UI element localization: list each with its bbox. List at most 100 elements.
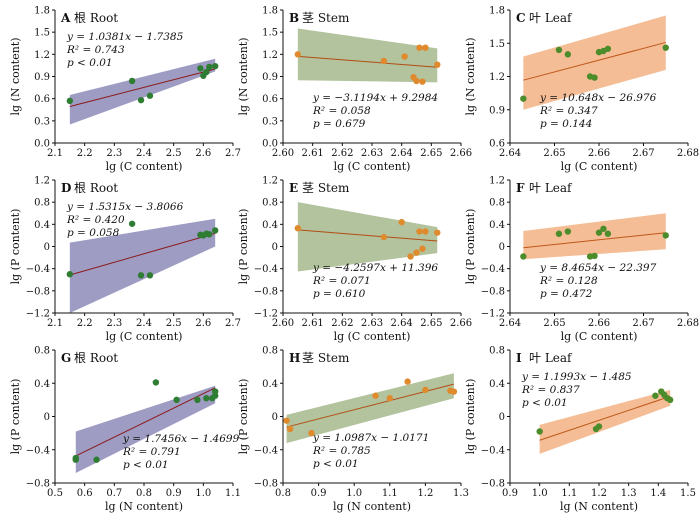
x-tick-label: 2.66 <box>450 318 472 329</box>
p-value: p = 0.058 <box>67 227 120 239</box>
data-point-a-7 <box>203 68 210 76</box>
data-point-c-2 <box>555 46 563 54</box>
y-tick-label: 0.4 <box>262 220 278 231</box>
y-tick-label: 0.6 <box>34 94 50 105</box>
y-tick-label: 0 <box>272 412 278 423</box>
x-tick-label: 0.9 <box>502 488 518 499</box>
confidence-band-b <box>297 28 438 83</box>
r-squared: R² = 0.071 <box>312 275 371 287</box>
data-point-h-2 <box>286 425 294 433</box>
data-point-a-8 <box>206 63 213 71</box>
x-tick-label: 2.66 <box>588 318 610 329</box>
y-tick-label: 0.8 <box>34 346 50 357</box>
x-tick-label: 2.66 <box>588 148 610 159</box>
panel-title: 根 Root <box>74 11 118 25</box>
p-value: p = 0.610 <box>313 288 366 300</box>
y-tick-label: 1.2 <box>34 176 50 187</box>
x-axis-label: lg (N content) <box>333 500 411 513</box>
panel-letter: F <box>516 181 525 195</box>
x-tick-label: 2.61 <box>302 318 324 329</box>
p-value: p < 0.01 <box>67 57 113 69</box>
confidence-band-i <box>539 389 671 454</box>
x-tick-label: 2.65 <box>420 318 442 329</box>
x-tick-label: 0.8 <box>275 488 291 499</box>
panel-g: 0.5 0.6 0.7 0.8 0.9 1.0 1.1−0.8−0.400.40.8lg (… <box>9 346 241 514</box>
y-tick-label: −0.4 <box>26 264 50 275</box>
x-axis-label: lg (N content) <box>560 500 638 513</box>
x-tick-label: 0.6 <box>77 488 93 499</box>
regression-equation: y = −4.2597x + 11.396 <box>312 262 438 274</box>
confidence-band-e <box>297 202 438 272</box>
y-tick-label: 1.5 <box>489 39 505 50</box>
y-tick-label: −0.8 <box>254 286 278 297</box>
p-value: p = 0.472 <box>540 288 593 300</box>
y-tick-label: 0 <box>44 412 50 423</box>
x-tick-label: 2.7 <box>225 148 241 159</box>
y-tick-label: 0.3 <box>34 116 50 127</box>
x-tick-label: 2.64 <box>499 148 521 159</box>
confidence-band-f <box>523 213 666 260</box>
x-tick-label: 1.3 <box>453 488 469 499</box>
data-point-f-2 <box>555 230 563 237</box>
regression-line-e <box>297 229 438 242</box>
data-point-e-4 <box>407 253 414 260</box>
x-tick-label: 2.63 <box>361 148 383 159</box>
data-point-e-3 <box>398 218 405 226</box>
x-tick-label: 1.2 <box>417 488 433 499</box>
y-tick-label: 0 <box>499 412 505 423</box>
y-tick-label: 0.6 <box>262 94 278 105</box>
regression-line-a <box>69 68 216 108</box>
y-tick-label: 0.9 <box>34 72 50 83</box>
y-tick-label: −0.8 <box>26 479 50 490</box>
x-tick-label: 2.61 <box>302 148 324 159</box>
panel-title: 叶 Leaf <box>529 181 573 195</box>
data-point-f-3 <box>564 228 572 235</box>
panel-letter: H <box>289 351 300 365</box>
y-tick-label: −0.8 <box>254 479 278 490</box>
x-tick-label: 2.65 <box>420 148 442 159</box>
x-tick-label: 2.60 <box>272 148 294 159</box>
data-point-c-9 <box>662 44 669 51</box>
y-tick-label: 0.6 <box>489 139 505 150</box>
x-axis-label: lg (C content) <box>334 160 411 173</box>
confidence-band-c <box>523 15 666 110</box>
r-squared: R² = 0.347 <box>539 105 598 117</box>
x-tick-label: 2.6 <box>195 318 211 329</box>
data-point-h-3 <box>308 429 315 437</box>
x-tick-label: 2.7 <box>225 318 241 329</box>
p-value: p = 0.679 <box>313 118 366 130</box>
x-tick-label: 2.65 <box>543 148 565 159</box>
y-tick-label: 0.9 <box>489 105 505 116</box>
x-tick-label: 2.60 <box>272 318 294 329</box>
confidence-band-h <box>286 373 454 444</box>
p-value: p = 0.144 <box>540 118 592 130</box>
y-tick-label: −0.4 <box>481 445 505 456</box>
y-tick-label: −0.8 <box>481 479 505 490</box>
y-tick-label: 1.2 <box>489 72 505 83</box>
p-value: p < 0.01 <box>123 459 169 471</box>
x-tick-label: 2.2 <box>77 148 93 159</box>
regression-line-c <box>523 41 666 81</box>
y-tick-label: −0.4 <box>26 445 50 456</box>
y-axis-label: lg (P content) <box>9 379 22 455</box>
data-point-e-6 <box>416 228 423 235</box>
x-tick-label: 2.2 <box>77 318 93 329</box>
panel-title: 叶 Leaf <box>529 11 573 25</box>
r-squared: R² = 0.743 <box>66 44 125 56</box>
data-point-b-3 <box>401 53 408 60</box>
y-tick-label: 1.2 <box>262 176 278 187</box>
x-tick-label: 1.4 <box>650 488 666 499</box>
panel-c: 2.64 2.65 2.66 2.67 2.68 0.6 0.9 1.2 1.5 1.8 lg (C… <box>464 6 699 174</box>
data-point-b-2 <box>380 57 388 65</box>
y-tick-label: 1.2 <box>34 50 50 61</box>
y-tick-label: −1.2 <box>254 309 278 320</box>
r-squared: R² = 0.785 <box>312 445 371 457</box>
data-point-a-3 <box>137 96 145 104</box>
x-tick-label: 2.1 <box>47 148 63 159</box>
data-point-b-8 <box>422 44 429 51</box>
regression-line-g <box>75 387 216 457</box>
data-point-a-2 <box>128 77 136 85</box>
panel-b: 2.60 2.61 2.62 2.63 2.64 2.65 2.66 0.0 0.3 0.6 0.9… <box>237 6 472 174</box>
data-point-a-1 <box>66 97 74 105</box>
data-point-a-5 <box>197 65 204 72</box>
